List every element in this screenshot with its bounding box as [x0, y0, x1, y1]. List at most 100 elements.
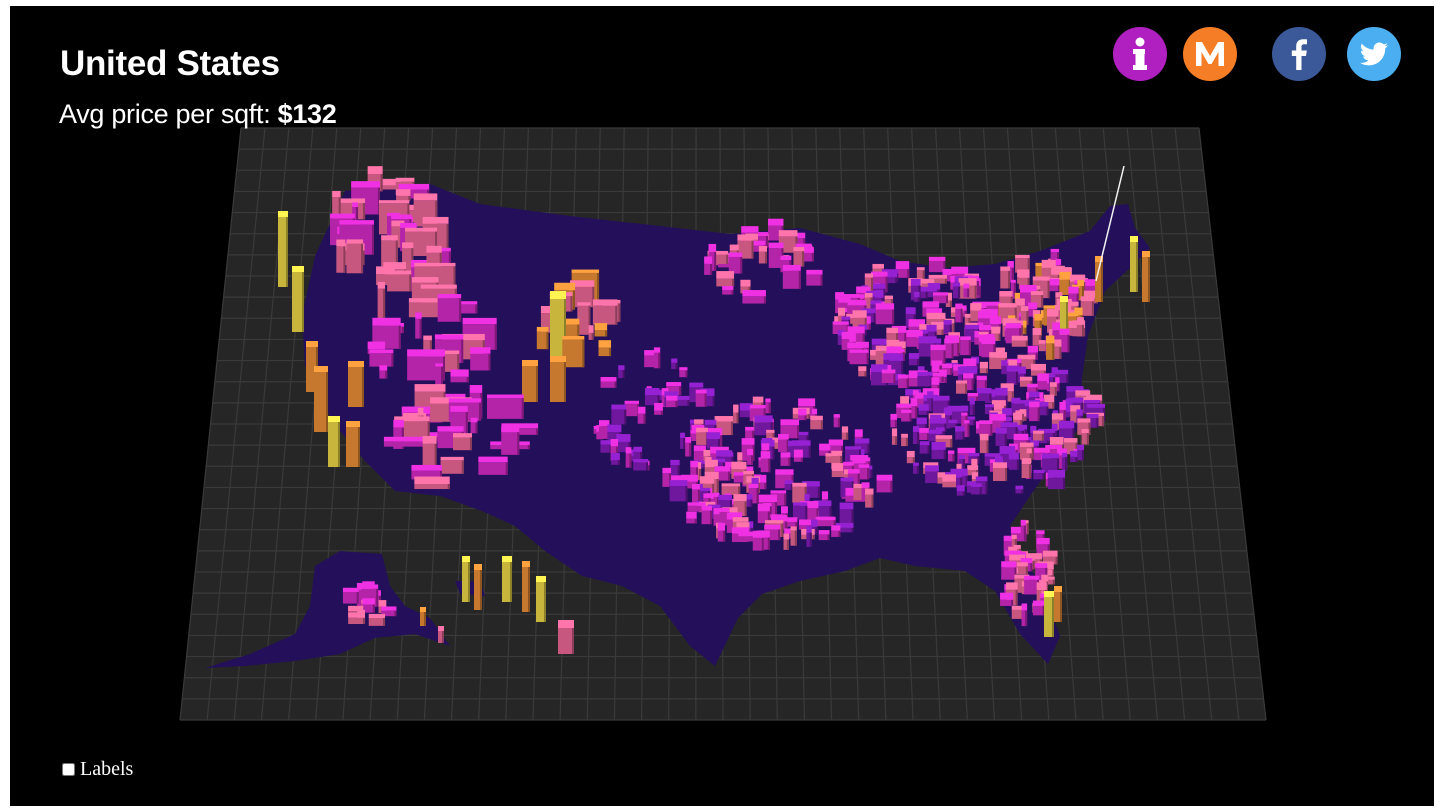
county-prism [1060, 296, 1068, 342]
county-prism [292, 266, 304, 332]
county-prism [686, 511, 697, 524]
county-prism [931, 441, 946, 460]
county-prism [671, 358, 678, 370]
medium-button[interactable] [1183, 27, 1237, 81]
county-prism [637, 406, 646, 424]
county-prism [833, 414, 840, 428]
county-prism [644, 387, 660, 406]
county-prism [977, 388, 992, 401]
county-prism [278, 211, 288, 287]
county-prism [913, 286, 928, 299]
county-prism [703, 493, 711, 506]
county-prism [478, 456, 508, 475]
county-prism [1033, 469, 1045, 480]
county-prism [1043, 394, 1055, 409]
county-prism [858, 464, 870, 480]
county-prism [733, 404, 739, 424]
county-prism [625, 447, 632, 468]
county-prism [708, 243, 717, 271]
county-prism [1007, 261, 1014, 283]
labels-toggle[interactable]: Labels [62, 758, 133, 781]
county-prism [839, 502, 854, 524]
county-prism [701, 505, 713, 525]
county-prism [422, 435, 437, 466]
county-prism [536, 326, 549, 350]
twitter-button[interactable] [1347, 27, 1401, 81]
county-prism [1059, 328, 1070, 353]
county-prism [396, 189, 411, 201]
facebook-button[interactable] [1272, 27, 1326, 81]
county-prism [948, 419, 958, 428]
county-prism [782, 264, 801, 289]
county-prism [913, 462, 919, 474]
county-prism [793, 449, 803, 462]
county-prism [891, 325, 907, 343]
county-prism [1054, 586, 1062, 622]
county-prism [979, 420, 993, 436]
county-prism [462, 556, 470, 602]
county-prism [810, 415, 823, 430]
county-prism [780, 452, 791, 466]
county-prism [1010, 279, 1016, 299]
county-prism [1000, 266, 1011, 289]
county-prism [377, 281, 386, 318]
county-prism [474, 564, 482, 610]
county-prism [963, 373, 974, 391]
county-prism [414, 476, 450, 490]
county-prism [342, 587, 359, 604]
county-prism [758, 246, 767, 264]
medium-icon [1196, 42, 1224, 66]
labels-checkbox[interactable] [62, 763, 75, 776]
county-prism [611, 404, 627, 425]
county-prism [831, 450, 843, 470]
county-prism [1006, 365, 1019, 385]
county-prism [895, 261, 910, 278]
county-prism [352, 202, 359, 229]
county-prism [760, 451, 771, 473]
info-button[interactable] [1113, 27, 1167, 81]
county-prism [918, 404, 929, 415]
county-prism [1142, 251, 1150, 302]
county-prism [793, 247, 805, 267]
county-prism [522, 561, 530, 612]
county-prism [1041, 453, 1060, 473]
county-prism [969, 397, 975, 415]
county-prism [757, 503, 770, 524]
county-prism [437, 294, 462, 322]
county-prism [577, 302, 591, 335]
county-prism [919, 428, 929, 440]
county-prism [901, 433, 908, 447]
county-prism [841, 426, 849, 440]
county-prism [931, 322, 944, 335]
labels-checkbox-label: Labels [80, 758, 134, 780]
metric-label: Avg price per sqft: [59, 99, 271, 129]
county-prism [995, 427, 1007, 446]
county-prism [717, 522, 726, 542]
county-prism [1011, 335, 1028, 347]
county-prism [956, 485, 965, 496]
county-prism [752, 530, 764, 551]
county-prism [886, 327, 899, 343]
county-prism [501, 423, 539, 435]
county-prism [1076, 317, 1084, 337]
county-prism [1061, 452, 1068, 471]
county-prism [718, 494, 732, 511]
county-prism [1032, 600, 1045, 616]
map-canvas[interactable] [10, 6, 1434, 806]
county-prism [818, 530, 830, 541]
county-prism [379, 365, 388, 379]
county-prism [1018, 272, 1030, 290]
county-prism [570, 280, 595, 308]
county-prism [919, 441, 930, 454]
county-prism [1047, 470, 1066, 490]
county-prism [960, 305, 967, 317]
county-prism [881, 369, 896, 383]
county-prism [314, 366, 328, 432]
county-prism [598, 340, 612, 357]
metric-line: Avg price per sqft: $132 [59, 99, 337, 130]
county-prism [740, 279, 751, 294]
county-prism [849, 349, 869, 365]
county-prism [470, 347, 491, 371]
county-prism [348, 612, 366, 625]
metric-value: $132 [277, 99, 337, 129]
